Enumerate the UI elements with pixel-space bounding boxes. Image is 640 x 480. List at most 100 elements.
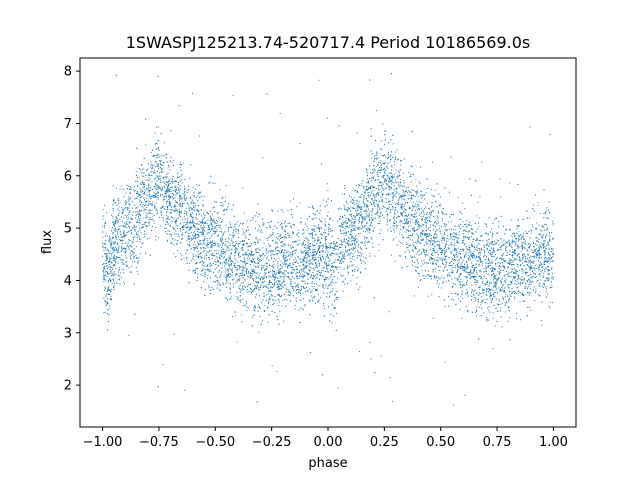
data-point — [214, 244, 216, 246]
data-point — [421, 269, 423, 271]
data-point — [152, 215, 154, 217]
data-point — [438, 283, 440, 285]
data-point — [408, 172, 410, 174]
data-point — [181, 234, 183, 236]
data-point — [462, 226, 464, 228]
data-point — [419, 280, 421, 282]
data-point — [434, 251, 436, 253]
data-point — [189, 241, 191, 243]
data-point — [549, 253, 551, 255]
data-point — [352, 218, 354, 220]
data-point — [477, 228, 479, 230]
data-point — [212, 214, 213, 216]
data-point — [102, 218, 104, 220]
data-point — [510, 245, 512, 247]
data-point — [453, 404, 455, 406]
data-point — [271, 311, 273, 313]
data-point — [471, 272, 473, 274]
data-point — [550, 301, 552, 303]
data-point — [156, 195, 158, 197]
data-point — [274, 276, 276, 278]
data-point — [542, 237, 544, 239]
data-point — [275, 250, 277, 252]
data-point — [287, 209, 289, 211]
data-point — [395, 203, 397, 205]
data-point — [303, 287, 305, 289]
data-point — [460, 284, 462, 286]
data-point — [225, 297, 227, 299]
data-point — [234, 249, 236, 251]
data-point — [405, 218, 407, 220]
data-point — [498, 265, 500, 267]
data-point — [345, 222, 347, 224]
data-point — [348, 219, 350, 221]
data-point — [108, 237, 110, 239]
data-point — [203, 196, 205, 198]
data-point — [141, 181, 143, 183]
data-point — [518, 259, 520, 261]
data-point — [374, 169, 376, 171]
data-point — [502, 296, 504, 298]
data-point — [266, 256, 268, 258]
data-point — [250, 263, 252, 265]
data-point — [533, 276, 535, 278]
data-point — [448, 272, 450, 274]
data-point — [335, 298, 337, 300]
data-point — [220, 228, 222, 230]
data-point — [162, 171, 164, 173]
data-point — [334, 259, 336, 261]
data-point — [322, 270, 324, 272]
data-point — [391, 209, 393, 211]
data-point — [160, 159, 162, 161]
data-point — [155, 184, 157, 186]
data-point — [128, 186, 130, 188]
data-point — [238, 254, 240, 256]
data-point — [462, 259, 464, 261]
data-point — [302, 243, 304, 245]
data-point — [526, 261, 527, 263]
data-point — [282, 211, 284, 213]
data-point — [229, 259, 231, 261]
data-point — [279, 264, 281, 266]
data-point — [293, 277, 295, 279]
data-point — [353, 229, 355, 231]
data-point — [111, 230, 113, 232]
data-point — [243, 232, 245, 234]
data-point — [157, 198, 159, 200]
data-point — [294, 241, 296, 243]
data-point — [301, 233, 303, 235]
data-point — [333, 276, 335, 278]
data-point — [144, 193, 146, 195]
data-point — [200, 191, 202, 193]
data-point — [296, 275, 298, 277]
data-point — [455, 248, 457, 250]
data-point — [331, 247, 333, 249]
data-point — [343, 283, 345, 285]
data-point — [382, 184, 384, 186]
data-point — [159, 178, 161, 180]
data-point — [308, 249, 310, 251]
data-point — [461, 213, 463, 215]
data-point — [192, 199, 194, 201]
data-point — [166, 176, 168, 178]
data-point — [350, 196, 352, 198]
data-point — [151, 164, 153, 166]
data-point — [113, 229, 115, 231]
data-point — [176, 176, 178, 178]
data-point — [214, 210, 216, 212]
data-point — [398, 182, 400, 184]
data-point — [132, 250, 134, 252]
data-point — [429, 244, 431, 246]
data-point — [494, 278, 496, 280]
data-point — [290, 283, 292, 285]
data-point — [439, 204, 441, 206]
data-point — [146, 189, 148, 191]
data-point — [335, 245, 337, 247]
data-point — [552, 224, 554, 226]
data-point — [264, 285, 266, 287]
data-point — [528, 292, 530, 294]
data-point — [527, 254, 529, 256]
data-point — [182, 219, 184, 221]
data-point — [297, 268, 299, 270]
data-point — [414, 210, 416, 212]
